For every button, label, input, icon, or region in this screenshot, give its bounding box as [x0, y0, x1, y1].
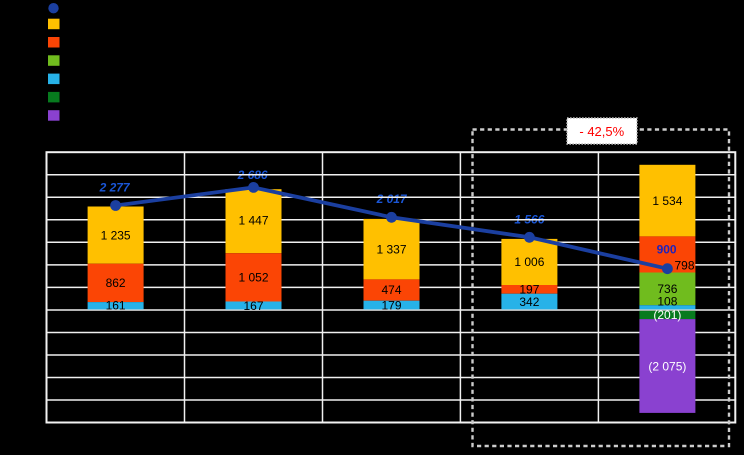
svg-text:1 534: 1 534 — [652, 194, 682, 208]
svg-text:(201): (201) — [653, 308, 681, 322]
svg-text:900: 900 — [657, 243, 677, 257]
svg-text:108: 108 — [657, 295, 677, 309]
svg-text:736: 736 — [657, 282, 677, 296]
svg-text:1 006: 1 006 — [514, 255, 544, 269]
svg-text:1 235: 1 235 — [101, 228, 131, 242]
svg-text:- 42,5%: - 42,5% — [579, 124, 624, 139]
svg-text:(2 075): (2 075) — [648, 360, 686, 374]
svg-text:161: 161 — [106, 299, 126, 313]
svg-text:1 337: 1 337 — [376, 242, 406, 256]
svg-text:197: 197 — [519, 283, 539, 297]
svg-text:179: 179 — [381, 298, 401, 312]
svg-text:862: 862 — [106, 276, 126, 290]
svg-text:798: 798 — [675, 259, 695, 273]
svg-text:474: 474 — [381, 283, 401, 297]
svg-text:1 052: 1 052 — [238, 271, 268, 285]
svg-text:2 277: 2 277 — [99, 180, 131, 194]
svg-text:1 447: 1 447 — [238, 213, 268, 227]
svg-text:2 017: 2 017 — [376, 192, 408, 206]
svg-text:167: 167 — [243, 299, 263, 313]
svg-text:342: 342 — [519, 295, 539, 309]
